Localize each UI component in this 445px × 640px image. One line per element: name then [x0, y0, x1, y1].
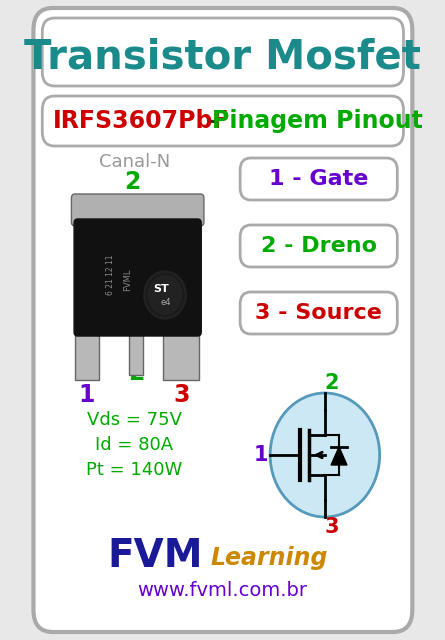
Text: 2: 2 — [124, 170, 141, 194]
Polygon shape — [75, 335, 99, 380]
Text: Vds = 75V: Vds = 75V — [87, 411, 182, 429]
Text: Pinagem Pinout: Pinagem Pinout — [212, 109, 423, 133]
Text: e4: e4 — [161, 298, 171, 307]
FancyBboxPatch shape — [72, 194, 204, 226]
FancyBboxPatch shape — [240, 158, 397, 200]
Text: Pt = 140W: Pt = 140W — [86, 461, 182, 479]
Circle shape — [144, 271, 186, 319]
Text: FVML: FVML — [123, 269, 133, 291]
Text: FVM: FVM — [108, 537, 203, 575]
Text: Learning: Learning — [210, 546, 328, 570]
Text: 2: 2 — [128, 361, 144, 385]
Text: Canal-N: Canal-N — [98, 153, 170, 171]
Text: 6 21 12 11: 6 21 12 11 — [106, 255, 115, 295]
FancyBboxPatch shape — [33, 8, 413, 632]
Text: 3: 3 — [174, 383, 190, 407]
Text: Id = 80A: Id = 80A — [95, 436, 173, 454]
Text: 3 - Source: 3 - Source — [255, 303, 382, 323]
FancyBboxPatch shape — [42, 96, 404, 146]
Circle shape — [270, 393, 380, 517]
Text: 1: 1 — [254, 445, 268, 465]
FancyBboxPatch shape — [42, 18, 404, 86]
Text: 1: 1 — [78, 383, 95, 407]
Polygon shape — [163, 335, 199, 380]
Polygon shape — [129, 335, 143, 375]
FancyBboxPatch shape — [240, 292, 397, 334]
Text: www.fvml.com.br: www.fvml.com.br — [138, 580, 307, 600]
Text: 1 - Gate: 1 - Gate — [269, 169, 368, 189]
Text: Transistor Mosfet: Transistor Mosfet — [24, 37, 421, 77]
FancyBboxPatch shape — [74, 219, 201, 336]
Text: IRFS3607PbF: IRFS3607PbF — [53, 109, 230, 133]
Text: 3: 3 — [325, 517, 339, 537]
Text: ST: ST — [154, 284, 170, 294]
Text: -: - — [202, 109, 228, 133]
Text: 2: 2 — [325, 373, 339, 393]
FancyBboxPatch shape — [240, 225, 397, 267]
Polygon shape — [331, 447, 347, 465]
Text: 2 - Dreno: 2 - Dreno — [261, 236, 377, 256]
